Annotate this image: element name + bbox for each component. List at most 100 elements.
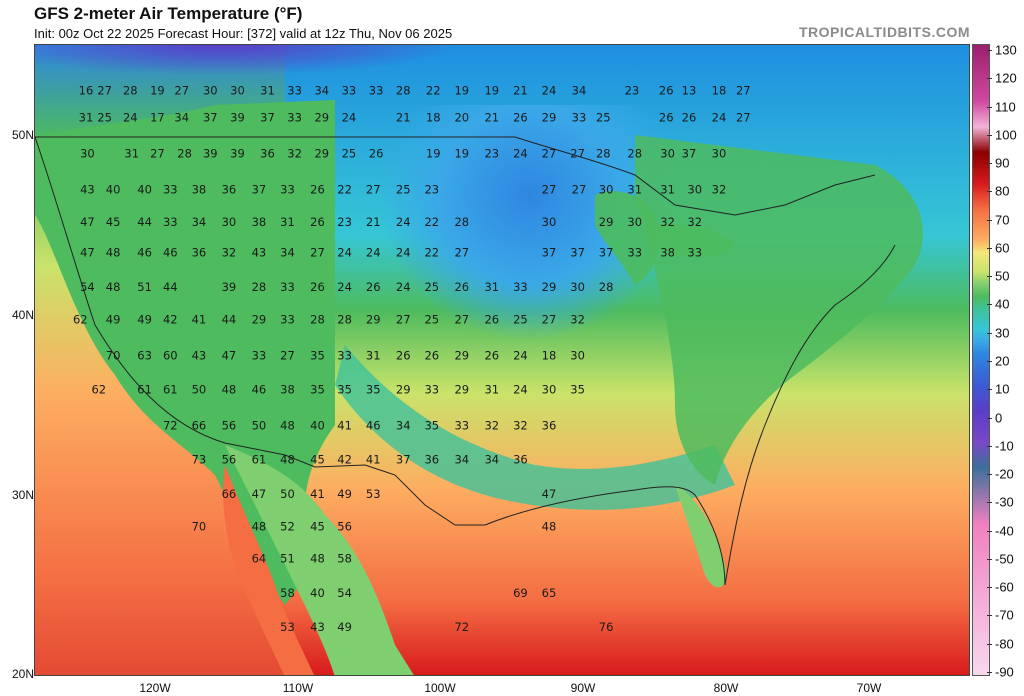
colorbar-tick xyxy=(987,615,992,617)
colorbar-tick xyxy=(987,106,992,108)
temp-label-159: 27 xyxy=(454,312,469,326)
colorbar-label: -90 xyxy=(995,664,1014,680)
colorbar-label: 60 xyxy=(995,240,1010,256)
temp-label-215: 48 xyxy=(280,453,295,467)
temp-label-19: 23 xyxy=(625,84,640,98)
temp-label-153: 33 xyxy=(280,312,295,326)
temp-label-172: 33 xyxy=(337,348,352,362)
temp-label-64: 28 xyxy=(596,147,611,161)
temp-label-125: 33 xyxy=(627,246,642,260)
temp-label-230: 47 xyxy=(542,487,557,501)
temp-label-141: 31 xyxy=(484,280,499,294)
temp-label-238: 51 xyxy=(280,552,295,566)
temp-label-101: 22 xyxy=(424,215,439,229)
temp-label-15: 19 xyxy=(484,84,499,98)
temp-label-246: 53 xyxy=(280,620,295,634)
temp-label-69: 43 xyxy=(80,183,95,197)
temp-label-99: 21 xyxy=(366,215,381,229)
temp-label-131: 44 xyxy=(163,280,178,294)
temp-label-61: 24 xyxy=(513,147,528,161)
temp-label-73: 38 xyxy=(192,183,207,197)
temp-label-178: 24 xyxy=(513,348,528,362)
temp-label-188: 35 xyxy=(310,383,325,397)
temp-label-244: 69 xyxy=(513,586,528,600)
temp-label-174: 26 xyxy=(396,348,411,362)
temp-label-132: 39 xyxy=(222,280,237,294)
temp-label-154: 28 xyxy=(310,312,325,326)
temp-label-14: 19 xyxy=(454,84,469,98)
temp-label-135: 26 xyxy=(310,280,325,294)
temp-label-55: 29 xyxy=(314,147,329,161)
temp-label-49: 27 xyxy=(150,147,165,161)
colorbar-tick xyxy=(987,530,992,532)
temp-label-239: 48 xyxy=(310,552,325,566)
lon-label-120w: 120W xyxy=(139,681,171,695)
colorbar-tick xyxy=(987,191,992,193)
temp-label-113: 32 xyxy=(222,246,237,260)
temp-label-25: 25 xyxy=(97,111,112,125)
temp-label-48: 31 xyxy=(124,147,139,161)
temp-label-222: 34 xyxy=(484,453,499,467)
colorbar-label: 20 xyxy=(995,353,1010,369)
temp-label-169: 33 xyxy=(252,348,267,362)
temp-label-51: 39 xyxy=(203,147,218,161)
temp-label-33: 29 xyxy=(314,111,329,125)
temp-label-144: 30 xyxy=(570,280,585,294)
temp-label-43: 26 xyxy=(659,111,674,125)
temp-label-194: 31 xyxy=(484,383,499,397)
temp-label-133: 28 xyxy=(252,280,267,294)
temp-label-218: 41 xyxy=(366,453,381,467)
temp-label-210: 32 xyxy=(513,419,528,433)
temp-label-45: 24 xyxy=(712,111,727,125)
colorbar-tick xyxy=(987,361,992,362)
temp-label-60: 23 xyxy=(484,147,499,161)
temp-label-107: 32 xyxy=(687,215,702,229)
us-canada-border xyxy=(35,136,876,216)
temp-label-123: 37 xyxy=(570,246,585,260)
temp-label-93: 34 xyxy=(192,215,207,229)
temp-label-100: 24 xyxy=(396,215,411,229)
forecast-info: Init: 00z Oct 22 2025 Forecast Hour: [37… xyxy=(34,26,453,41)
map-canvas: 16 27 28 19 27 30 30 31 33 34 33 33 28 22 19 19 21 24 34 23… xyxy=(35,45,969,675)
temp-label-29: 37 xyxy=(203,111,218,125)
temp-label-106: 32 xyxy=(660,215,675,229)
temp-label-228: 49 xyxy=(337,487,352,501)
temp-label-32: 33 xyxy=(287,111,302,125)
temp-label-170: 27 xyxy=(280,348,295,362)
temp-label-199: 66 xyxy=(192,419,207,433)
temp-label-196: 30 xyxy=(542,383,557,397)
temp-label-88: 32 xyxy=(712,183,727,197)
temp-label-179: 18 xyxy=(542,348,557,362)
temp-label-8: 33 xyxy=(287,84,302,98)
temp-label-143: 29 xyxy=(542,280,557,294)
plains-band xyxy=(335,345,735,510)
colorbar-tick xyxy=(987,474,992,476)
temp-label-75: 37 xyxy=(252,183,267,197)
cold-interior xyxy=(335,105,670,428)
temp-label-76: 33 xyxy=(280,183,295,197)
colorbar-tick xyxy=(987,163,992,165)
temp-label-201: 50 xyxy=(252,419,267,433)
temp-label-121: 27 xyxy=(454,246,469,260)
temp-label-204: 41 xyxy=(337,419,352,433)
temp-label-103: 30 xyxy=(542,215,557,229)
temp-label-157: 27 xyxy=(396,312,411,326)
temp-label-231: 70 xyxy=(192,519,207,533)
temp-label-197: 35 xyxy=(570,383,585,397)
temp-label-247: 43 xyxy=(310,620,325,634)
temp-label-110: 46 xyxy=(137,246,152,260)
temp-label-211: 36 xyxy=(542,419,557,433)
temp-label-46: 27 xyxy=(736,111,751,125)
temp-label-72: 33 xyxy=(163,183,178,197)
temp-label-114: 43 xyxy=(252,246,267,260)
temp-label-193: 29 xyxy=(454,383,469,397)
temp-label-4: 27 xyxy=(174,84,189,98)
temp-label-78: 22 xyxy=(337,183,352,197)
temp-label-11: 33 xyxy=(369,84,384,98)
temp-label-84: 30 xyxy=(599,183,614,197)
temp-label-118: 24 xyxy=(366,246,381,260)
temp-label-151: 44 xyxy=(222,312,237,326)
temp-label-30: 39 xyxy=(230,111,245,125)
temp-label-209: 32 xyxy=(484,419,499,433)
temp-label-89: 47 xyxy=(80,215,95,229)
